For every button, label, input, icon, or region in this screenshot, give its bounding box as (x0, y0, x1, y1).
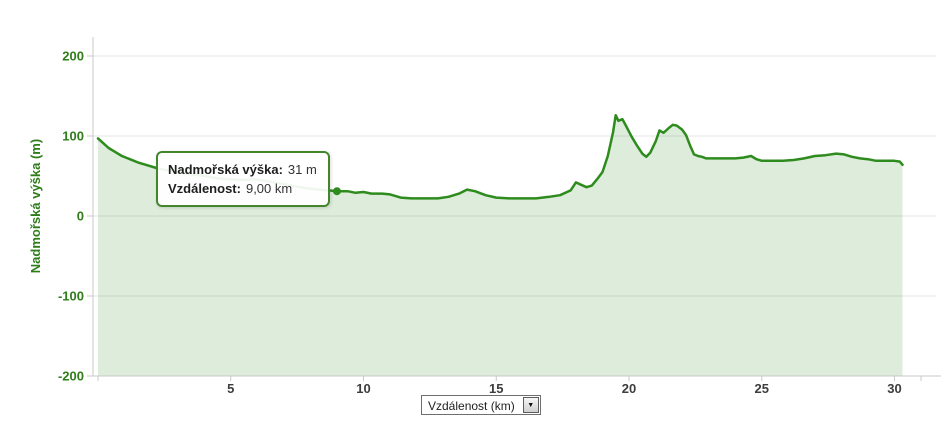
y-axis-title: Nadmořská výška (m) (28, 139, 43, 273)
tooltip-elevation-label: Nadmořská výška: (168, 162, 283, 177)
area-series[interactable] (98, 115, 903, 376)
tooltip: Nadmořská výška: 31 m Vzdálenost: 9,00 km (156, 151, 330, 207)
chevron-down-icon: ▼ (527, 401, 535, 409)
tooltip-distance-row: Vzdálenost: 9,00 km (168, 179, 317, 198)
y-tick-label: -100 (58, 289, 84, 304)
point-marker[interactable] (332, 187, 341, 196)
x-unit-select-value[interactable]: Vzdálenost (km) (428, 398, 515, 413)
x-tick-label: 20 (622, 381, 636, 396)
x-tick-label: 10 (356, 381, 370, 396)
y-tick-label: 100 (62, 129, 84, 144)
y-tick-label: 200 (62, 49, 84, 64)
x-tick-label: 15 (489, 381, 503, 396)
tooltip-distance-value: 9,00 km (245, 181, 293, 196)
tooltip-distance-label: Vzdálenost: (168, 181, 241, 196)
x-unit-select-dropdown-button[interactable]: ▼ (522, 397, 539, 413)
x-tick-label: 5 (227, 381, 234, 396)
tooltip-elevation-value: 31 m (287, 162, 317, 177)
x-tick-label: 30 (887, 381, 901, 396)
x-tick-label: 25 (755, 381, 769, 396)
x-unit-select[interactable]: Vzdálenost (km) ▼ (421, 395, 541, 415)
y-tick-label: -200 (58, 369, 84, 384)
y-tick-label: 0 (77, 209, 84, 224)
tooltip-elevation-row: Nadmořská výška: 31 m (168, 160, 317, 179)
